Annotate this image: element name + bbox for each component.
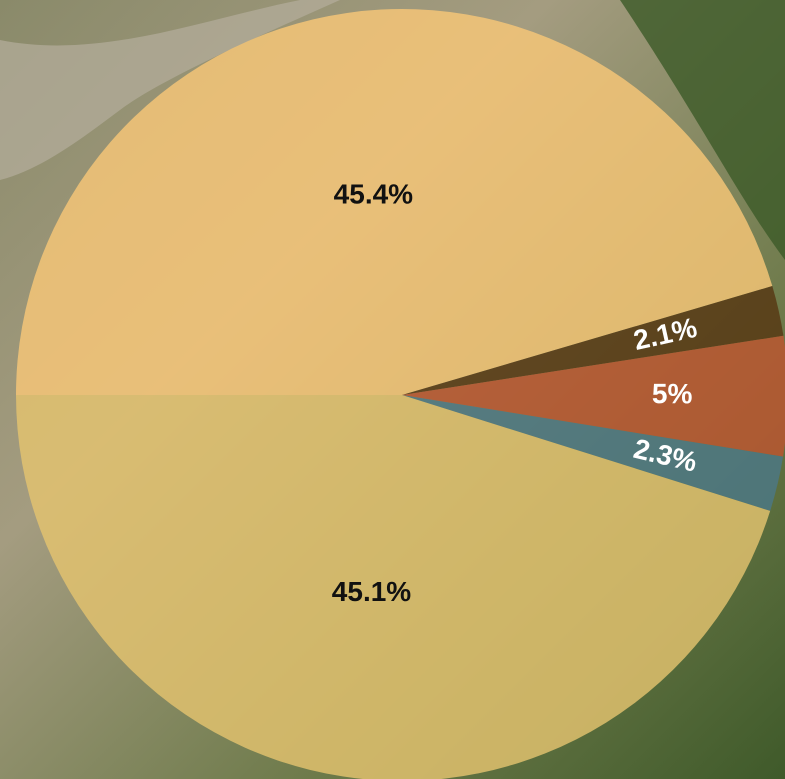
page: 45.4%2.1%5%2.3%45.1% (() => { const data…: [0, 0, 785, 779]
slice-label: 45.4%: [334, 179, 413, 210]
chart: 45.4%2.1%5%2.3%45.1%: [0, 0, 785, 779]
pie: 45.4%2.1%5%2.3%45.1%: [16, 9, 785, 779]
slice-label: 45.1%: [332, 576, 411, 607]
slice-label: 5%: [652, 378, 693, 409]
